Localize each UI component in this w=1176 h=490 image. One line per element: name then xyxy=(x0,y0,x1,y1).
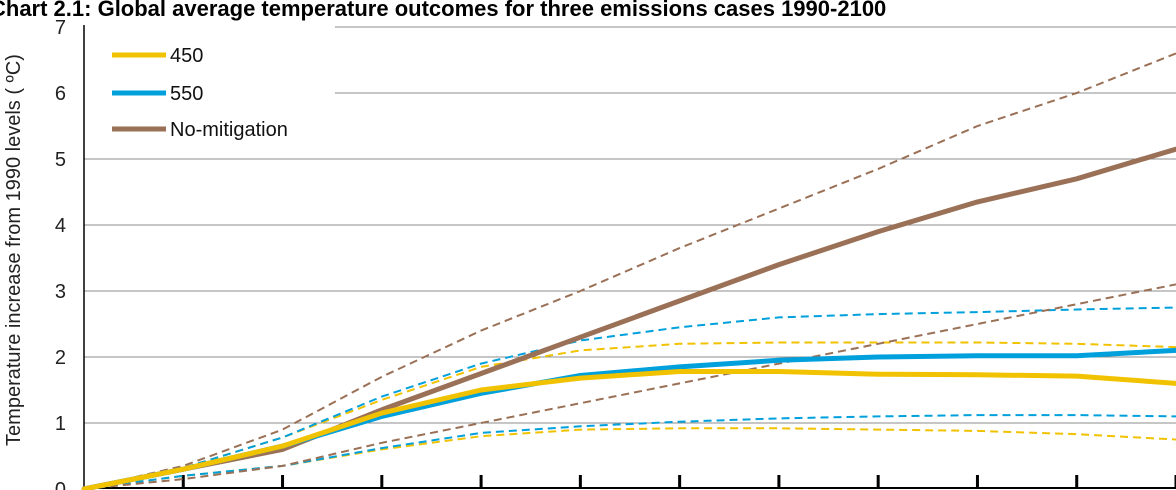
y-tick-label: 0 xyxy=(55,479,66,490)
chart-title: Chart 2.1: Global average temperature ou… xyxy=(0,0,886,21)
y-tick-label: 1 xyxy=(55,413,66,435)
series-line xyxy=(81,146,1176,490)
y-tick-label: 4 xyxy=(55,215,66,237)
y-axis-label: Temperature increase from 1990 levels ( … xyxy=(3,54,25,446)
legend-label: 450 xyxy=(170,45,203,67)
axes: 0 1 2 3 4 5 6 7 xyxy=(55,17,1176,490)
y-tick-label: 7 xyxy=(55,17,66,39)
range-lower-line xyxy=(83,283,1176,490)
range-upper-line xyxy=(83,306,1176,490)
legend-label: No-mitigation xyxy=(170,119,288,141)
y-tick-label: 3 xyxy=(55,281,66,303)
range-upper-line xyxy=(83,341,1176,490)
y-tick-label: 6 xyxy=(55,83,66,105)
y-tick-label: 2 xyxy=(55,347,66,369)
series-line xyxy=(81,369,1176,490)
legend: 450 550 No-mitigation xyxy=(112,45,288,141)
uncertainty-ranges xyxy=(83,52,1176,490)
gridlines xyxy=(84,26,1176,424)
series-lines xyxy=(81,146,1176,490)
legend-label: 550 xyxy=(170,83,203,105)
range-upper-line xyxy=(83,52,1176,490)
series-line xyxy=(81,347,1176,490)
y-tick-label: 5 xyxy=(55,149,66,171)
